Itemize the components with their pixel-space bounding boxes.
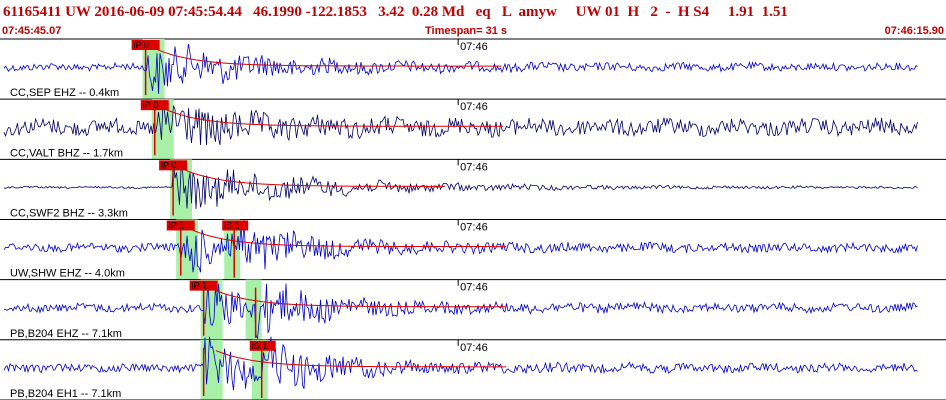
p-pick-label: iP 1 (169, 220, 184, 230)
p-window (200, 279, 223, 340)
minute-tick-label: 07:46 (460, 161, 488, 173)
minute-tick-label: 07:46 (460, 41, 488, 53)
waveform-trace (3, 336, 918, 391)
channel-label: CC,SWF2 BHZ -- 3.3km (10, 207, 128, 219)
coda-curve (215, 290, 507, 308)
channel-label: UW,SHW EHZ -- 4.0km (10, 268, 125, 280)
p-pick-flag (131, 40, 160, 50)
p-pick-flag (140, 100, 169, 111)
coda-curve (192, 229, 507, 248)
minute-tick-label: 07:46 (460, 101, 488, 113)
minute-tick-label: 07:46 (460, 282, 488, 294)
minute-tick-label: 07:46 (460, 342, 488, 354)
channel-label: PB,B204 EH1 -- 7.1km (10, 388, 121, 400)
event-header: 61165411 UW 2016-06-09 07:45:54.44 46.19… (0, 0, 946, 24)
p-pick-flag (166, 220, 195, 231)
p-pick-label: iP 1 (192, 281, 207, 291)
waveform-trace (3, 162, 918, 210)
s-pick-flag (222, 220, 249, 231)
p-pick-flag (189, 280, 218, 291)
minute-tick-label: 07:46 (460, 221, 488, 233)
p-pick-flag (159, 160, 188, 171)
coda-curve (166, 109, 504, 127)
waveform-trace (3, 281, 918, 339)
s-pick-label: iS 1 (252, 341, 268, 351)
s-window (224, 219, 241, 280)
p-pick-label: iP 0 (161, 160, 176, 170)
coda-curve (185, 169, 445, 187)
end-time-label: 07:46:15.90 (884, 25, 944, 37)
start-time-label: 07:45:45.07 (2, 25, 62, 37)
s-pick-label: iS 1 (224, 220, 240, 230)
coda-curve (215, 350, 507, 368)
p-window (200, 339, 223, 400)
s-pick-flag (249, 340, 276, 351)
channel-label: CC,VALT BHZ -- 1.7km (10, 147, 123, 159)
coda-curve (157, 49, 502, 67)
channel-label: CC,SEP EHZ -- 0.4km (10, 87, 119, 99)
timespan-label: Timespan= 31 s (425, 25, 508, 37)
event-header-text: 61165411 UW 2016-06-09 07:45:54.44 46.19… (3, 4, 788, 20)
waveform-trace (3, 220, 918, 273)
p-pick-label: iP 0 (134, 40, 149, 50)
p-window (151, 99, 174, 160)
p-pick-label: iP 0 (143, 100, 158, 110)
s-window (245, 279, 262, 340)
channel-label: PB,B204 EHZ -- 7.1km (10, 328, 122, 340)
